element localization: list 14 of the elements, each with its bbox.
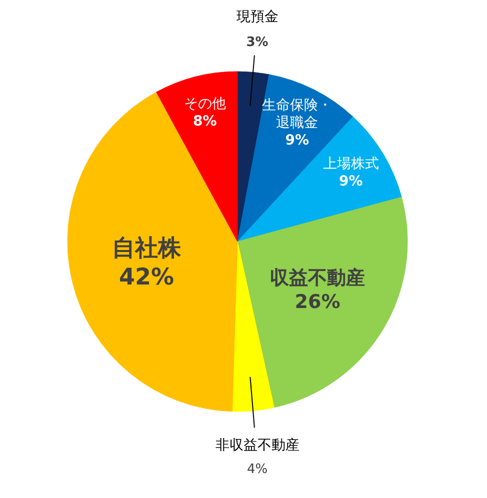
data-label: 8%: [192, 114, 217, 130]
data-label: 9%: [285, 132, 310, 149]
slice-label: 上場株式: [322, 156, 379, 172]
slice-label: 現預金: [236, 9, 278, 26]
slice-label: その他: [184, 96, 226, 112]
data-label: 3%: [246, 35, 268, 50]
slice-label: 自社株: [112, 236, 182, 262]
data-label: 9%: [339, 174, 363, 190]
slice-label: 収益不動産: [270, 267, 365, 290]
data-label: 26%: [294, 290, 340, 313]
slice-label: 非収益不動産: [215, 438, 300, 454]
data-label: 4%: [246, 462, 268, 477]
slice-label: 生命保険・退職金: [262, 98, 332, 132]
data-label: 42%: [119, 264, 174, 290]
